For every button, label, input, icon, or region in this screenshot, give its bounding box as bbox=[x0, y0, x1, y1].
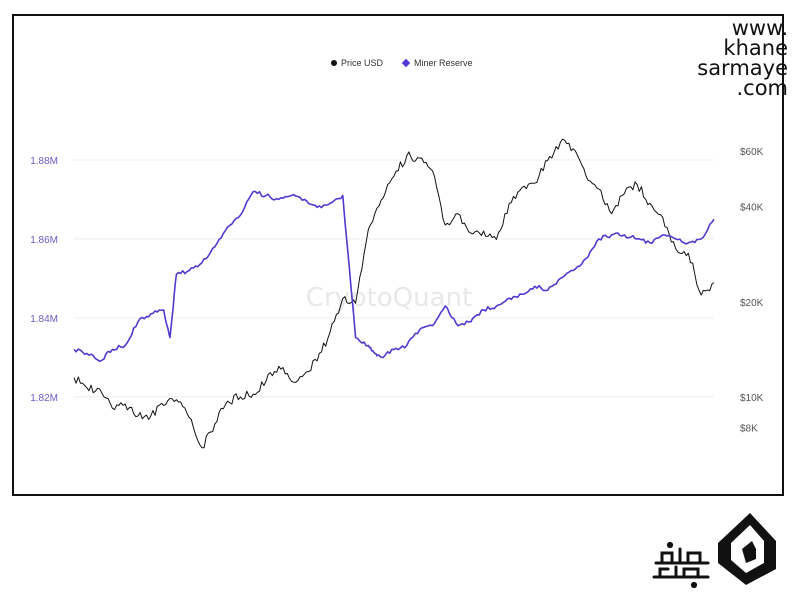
legend-marker-miner-reserve bbox=[401, 58, 411, 68]
chart-frame: CryptoQuant 1.82M 1.84M 1.86M 1.88M $8K $10K $… bbox=[12, 14, 784, 496]
site-logo: www. khane sarmaye .com bbox=[678, 16, 788, 100]
legend: Price USD Miner Reserve bbox=[331, 58, 473, 68]
y-right-tick-label: $20K bbox=[740, 298, 764, 309]
series-line-miner-reserve bbox=[73, 190, 715, 363]
chart-canvas: CryptoQuant 1.82M1.84M1.86M1.88M$8K$10K$… bbox=[30, 58, 764, 449]
grid-layer bbox=[74, 159, 714, 398]
y-right-tick-label: $8K bbox=[740, 424, 758, 435]
site-logo-line: www. bbox=[731, 16, 788, 40]
y-left-tick-label: 1.82M bbox=[30, 393, 58, 404]
y-left-tick-label: 1.86M bbox=[30, 235, 58, 246]
series-layer bbox=[73, 138, 715, 449]
site-logo-line: khane bbox=[723, 36, 788, 60]
persian-wordmark-icon bbox=[652, 541, 710, 589]
legend-label-miner-reserve: Miner Reserve bbox=[414, 58, 473, 68]
y-right-tick-label: $10K bbox=[740, 393, 764, 404]
y-left-tick-label: 1.88M bbox=[30, 156, 58, 167]
series-line-price-usd bbox=[73, 138, 715, 449]
site-logo-line: sarmaye bbox=[697, 56, 788, 80]
y-left-tick-label: 1.84M bbox=[30, 314, 58, 325]
legend-label-price: Price USD bbox=[341, 58, 384, 68]
tick-layer: 1.82M 1.84M 1.86M 1.88M $8K $10K $20K $40K $60K bbox=[30, 147, 763, 434]
legend-marker-price bbox=[331, 60, 337, 66]
y-right-tick-label: $60K bbox=[740, 147, 764, 158]
house-emblem-icon bbox=[718, 513, 776, 585]
y-right-tick-label: $40K bbox=[740, 203, 764, 214]
brand-emblem-logo bbox=[652, 513, 776, 589]
site-logo-line: .com bbox=[736, 76, 788, 100]
